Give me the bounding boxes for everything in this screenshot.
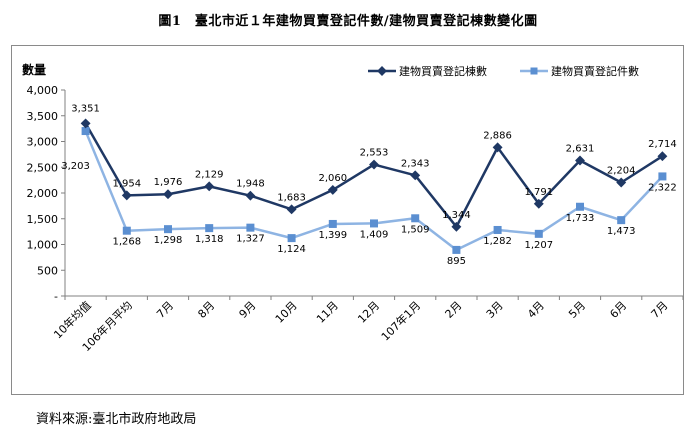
data-point-series1 [80,118,91,129]
x-tick-label: 8月 [195,299,217,321]
legend-label-1: 建物買賣登記棟數 [399,64,487,78]
data-point-series2 [370,219,378,228]
data-label-series2: 1,509 [401,224,430,235]
data-label-series2: 1,298 [154,235,183,246]
data-point-series2 [205,224,214,233]
data-label-series1: 1,948 [236,179,265,190]
data-label-series1: 2,714 [648,139,677,150]
data-point-series1 [327,184,338,195]
y-tick-label: 500 [37,264,58,277]
y-tick-label: 3,000 [27,136,59,149]
data-point-series2 [534,229,543,238]
x-tick-label: 6月 [607,299,629,321]
data-label-series2: 2,322 [648,182,677,193]
data-label-series1: 2,886 [483,130,512,141]
data-point-series2 [411,214,420,223]
data-point-series2 [617,216,626,225]
x-tick-label: 3月 [484,299,506,321]
legend: 建物買賣登記棟數 建物買賣登記件數 [368,64,639,78]
data-label-series2: 1,207 [524,240,553,251]
data-label-series2: 1,124 [277,244,306,255]
data-point-series1 [163,189,173,200]
data-label-series1: 2,129 [195,169,224,180]
data-labels: 3,351 1,954 1,976 2,129 1,948 1,683 2,060 2,553… [61,103,676,266]
data-point-series2 [81,127,90,136]
x-tick-label: 10月 [273,299,300,326]
data-point-series1 [575,155,585,166]
data-point-series1 [410,170,421,181]
data-point-series1 [492,142,503,153]
data-point-series1 [657,151,668,162]
data-point-series1 [286,204,297,215]
legend-marker-1 [377,66,387,76]
y-tick-label: 3,500 [27,110,59,123]
data-label-series1: 2,060 [318,173,347,184]
data-point-series1 [121,190,132,201]
x-tick-label: 11月 [314,299,341,326]
data-label-series1: 1,344 [442,210,471,221]
x-tick-label: 10年均值 [51,298,94,341]
data-point-series1 [204,181,215,192]
data-label-series2: 1,473 [607,226,636,237]
data-label-series2: 1,399 [318,230,347,241]
data-label-series2: 1,282 [483,236,512,247]
y-tick-label: 1,500 [27,213,59,226]
legend-marker-2 [530,67,538,75]
source-note: 資料來源:臺北市政府地政局 [36,412,197,427]
data-label-series1: 3,351 [71,103,100,114]
data-label-series2: 1,318 [195,234,224,245]
data-label-series1: 1,976 [154,177,183,188]
data-point-series1 [616,177,627,188]
data-label-series1: 2,631 [566,144,595,155]
data-point-series2 [122,226,131,235]
data-label-series2: 895 [447,256,466,267]
data-label-series2: 1,327 [236,234,265,245]
legend-label-2: 建物買賣登記件數 [551,64,639,78]
data-label-series2: 1,733 [566,213,595,224]
data-label-series1: 1,791 [524,187,553,198]
chart-frame [11,45,684,395]
data-label-series2: 1,409 [360,229,389,240]
data-point-series2 [658,172,667,181]
data-point-series2 [246,223,255,232]
data-point-series2 [576,202,584,211]
data-point-series1 [245,190,256,201]
data-label-series1: 2,204 [607,165,636,176]
data-point-series2 [328,219,337,228]
y-tick-label: 2,000 [27,187,59,200]
data-point-series2 [164,225,172,234]
series-line-1 [84,122,664,229]
data-point-series1 [369,159,379,170]
x-tick-label: 9月 [237,299,259,321]
data-label-series1: 2,553 [360,148,389,159]
y-tick-label: - [54,290,58,303]
y-tick-label: 4,000 [27,84,59,97]
x-tick-label: 5月 [566,299,588,321]
data-label-series1: 1,683 [277,192,306,203]
x-tick-label: 4月 [525,299,547,321]
x-tick-label: 2月 [443,299,465,321]
y-axis-label: 數量 [22,62,46,77]
chart-title: 圖1 臺北市近１年建物買賣登記件數/建物買賣登記棟數變化圖 [158,14,538,29]
data-point-series2 [452,245,461,254]
data-point-series1 [451,221,462,232]
data-label-series1: 2,343 [401,158,430,169]
data-label-series2: 1,268 [112,237,141,248]
data-label-series2: 3,203 [61,161,90,172]
data-point-series2 [287,234,296,243]
x-tick-label: 7月 [154,299,176,321]
data-label-series1: 1,954 [112,178,141,189]
x-tick-label: 12月 [355,299,382,326]
y-tick-label: 2,500 [27,161,59,174]
x-tick-label: 7月 [649,299,671,321]
data-markers [80,118,668,254]
data-point-series1 [533,198,544,209]
x-tick-label: 107年1月 [378,298,423,343]
y-tick-label: 1,000 [27,239,59,252]
data-point-series2 [493,225,502,234]
